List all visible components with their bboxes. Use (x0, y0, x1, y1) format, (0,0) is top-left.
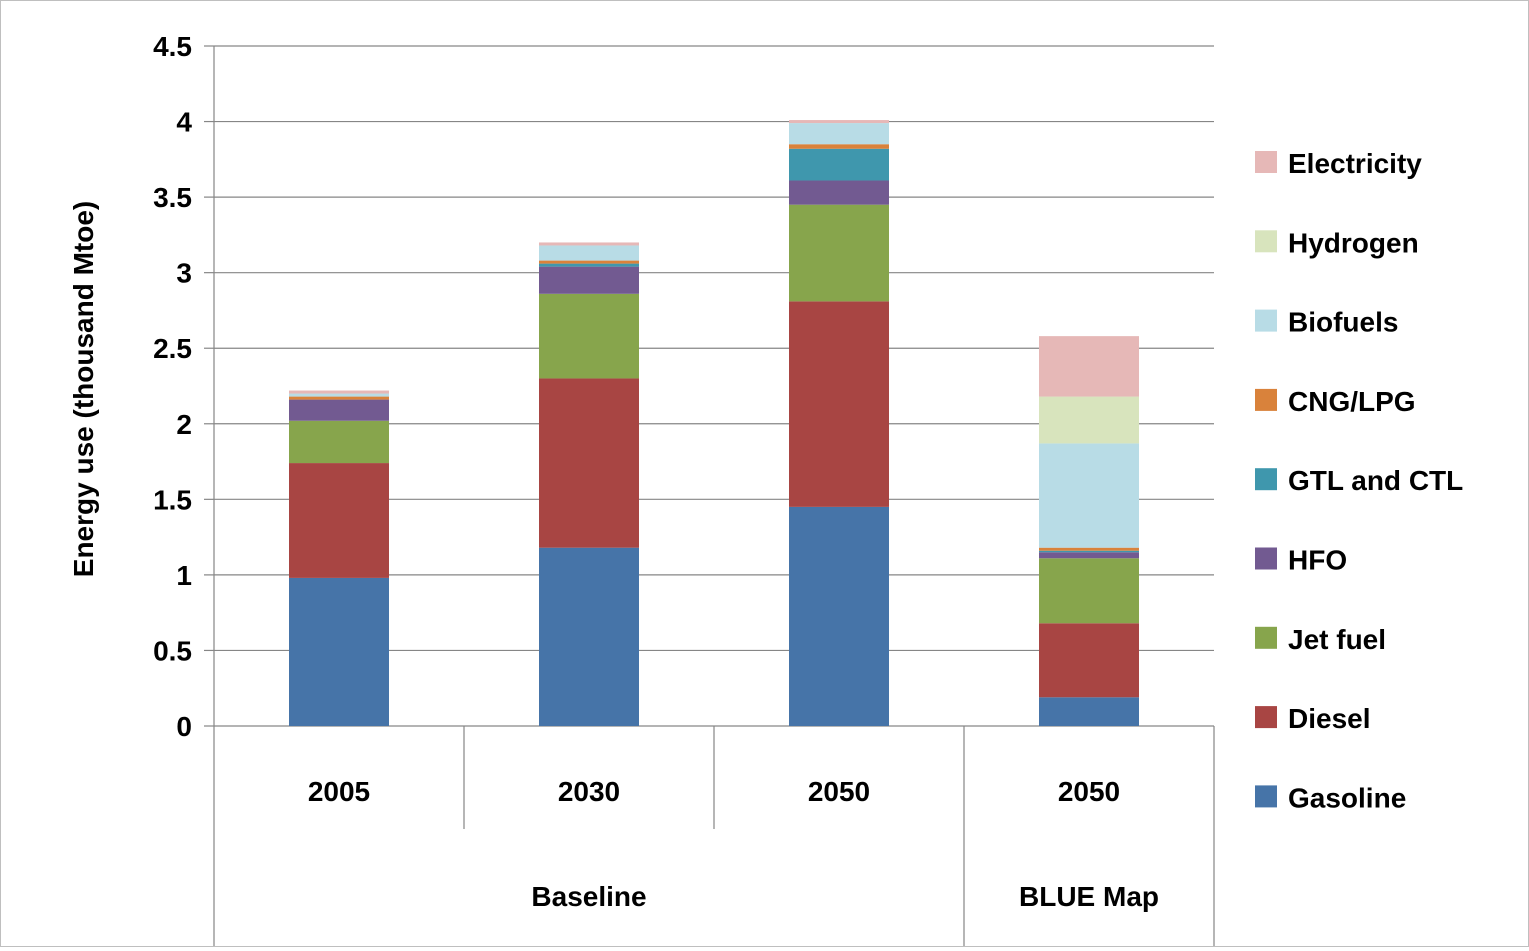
y-tick-label: 2.5 (153, 333, 192, 364)
bars (289, 120, 1139, 726)
bar-segment-hfo (539, 266, 639, 294)
bar-segment-hfo (1039, 552, 1139, 559)
bar-segment-hfo (289, 399, 389, 421)
bar-segment-diesel (789, 301, 889, 507)
bar-segment-electricity (539, 242, 639, 246)
bar-segment-jet-fuel (289, 420, 389, 464)
legend-label: CNG/LPG (1288, 386, 1416, 417)
y-tick-label: 0.5 (153, 635, 192, 666)
y-tick-label: 2 (176, 409, 192, 440)
bar-segment-gasoline (539, 547, 639, 726)
bar-segment-jet-fuel (789, 204, 889, 302)
legend-label: Electricity (1288, 148, 1422, 179)
legend-label: Jet fuel (1288, 624, 1386, 655)
bar-segment-diesel (539, 378, 639, 548)
legend-swatch (1255, 388, 1277, 411)
bar-segment-electricity (1039, 336, 1139, 397)
y-tick-label: 3.5 (153, 182, 192, 213)
y-tick-label: 4 (176, 107, 192, 138)
y-tick-label: 0 (176, 711, 192, 742)
axis-labels: Energy use (thousand Mtoe) 0 0.5 1 1.5 2 2.5 3… (68, 31, 1159, 912)
bar-segment-electricity (789, 120, 889, 124)
x-tick-label: 2005 (308, 776, 370, 807)
legend-swatch (1255, 468, 1277, 491)
legend-label: Diesel (1288, 703, 1371, 734)
x-tick-label: 2030 (558, 776, 620, 807)
bar-segment-cng-lpg (539, 260, 639, 264)
bar-segment-diesel (289, 463, 389, 578)
bar-segment-jet-fuel (1039, 558, 1139, 624)
legend-label: HFO (1288, 545, 1347, 576)
bar-segment-hydrogen (1039, 396, 1139, 444)
legend: Electricity Hydrogen Biofuels CNG/LPG GTL an… (1255, 148, 1463, 813)
x-tick-label: 2050 (1058, 776, 1120, 807)
bar-segment-diesel (1039, 623, 1139, 698)
legend-label: Gasoline (1288, 782, 1406, 813)
bar-segment-cng-lpg (289, 396, 389, 400)
bar-segment-cng-lpg (789, 144, 889, 149)
legend-swatch (1255, 230, 1277, 253)
bar-segment-gtl-and-ctl (539, 263, 639, 267)
legend-swatch (1255, 151, 1277, 173)
y-tick-label: 1.5 (153, 484, 192, 515)
bar-segment-biofuels (789, 123, 889, 145)
y-axis-label: Energy use (thousand Mtoe) (68, 201, 99, 577)
y-tick-label: 1 (176, 560, 192, 591)
legend-swatch (1255, 309, 1277, 332)
bar-segment-gasoline (1039, 697, 1139, 726)
bar-segment-gtl-and-ctl (1039, 550, 1139, 553)
legend-label: GTL and CTL (1288, 465, 1463, 496)
bar-segment-cng-lpg (1039, 547, 1139, 551)
legend-label: Hydrogen (1288, 227, 1419, 258)
y-tick-label: 4.5 (153, 31, 192, 62)
bar-segment-biofuels (1039, 443, 1139, 548)
legend-label: Biofuels (1288, 307, 1398, 338)
bar-segment-gtl-and-ctl (789, 148, 889, 181)
bar-segment-gasoline (789, 506, 889, 726)
bar-segment-electricity (289, 390, 389, 394)
bar-segment-biofuels (289, 393, 389, 397)
bar-segment-gasoline (289, 577, 389, 726)
axes (204, 45, 1215, 946)
y-tick-label: 3 (176, 258, 192, 289)
x-tick-label: 2050 (808, 776, 870, 807)
bar-segment-hfo (789, 180, 889, 205)
bar-segment-biofuels (539, 245, 639, 261)
legend-swatch (1255, 706, 1277, 729)
legend-swatch (1255, 547, 1277, 570)
legend-swatch (1255, 626, 1277, 649)
legend-swatch (1255, 785, 1277, 808)
x-group-label: Baseline (531, 881, 646, 912)
bar-segment-jet-fuel (539, 293, 639, 379)
x-group-label: BLUE Map (1019, 881, 1159, 912)
